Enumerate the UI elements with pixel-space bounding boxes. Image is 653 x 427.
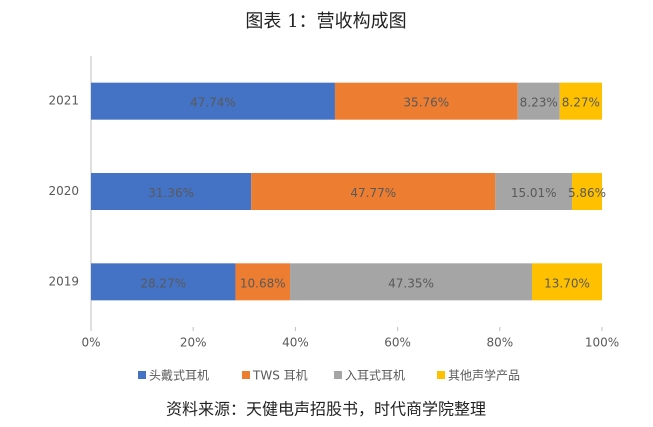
legend-swatch <box>242 371 250 379</box>
data-label: 8.27% <box>562 96 600 110</box>
data-label: 35.76% <box>403 96 449 110</box>
data-label: 47.35% <box>388 276 434 290</box>
legend-swatch <box>138 371 146 379</box>
bar-segment <box>251 173 496 210</box>
bar-segment <box>91 263 236 301</box>
data-label: 47.77% <box>350 186 396 200</box>
data-label: 5.86% <box>568 186 606 200</box>
legend-label: 其他声学产品 <box>448 368 520 383</box>
bar-segment <box>235 263 291 301</box>
legend-label: TWS 耳机 <box>252 369 308 383</box>
legend-label: 头戴式耳机 <box>149 368 209 383</box>
y-tick-label: 2020 <box>48 184 79 198</box>
bar-segment <box>572 173 602 210</box>
bar-segment <box>91 82 335 120</box>
y-tick-label: 2021 <box>48 94 79 108</box>
legend-swatch <box>334 371 342 379</box>
chart-title: 图表 1：营收构成图 <box>245 11 406 32</box>
x-tick-label: 80% <box>486 336 513 350</box>
bar-segment <box>495 173 573 210</box>
x-tick-label: 60% <box>384 336 411 350</box>
data-label: 47.74% <box>190 96 236 110</box>
data-label: 28.27% <box>140 276 186 290</box>
data-label: 10.68% <box>240 276 286 290</box>
legend-swatch <box>437 371 445 379</box>
legend-label: 入耳式耳机 <box>345 369 405 383</box>
bar-segment <box>334 82 518 120</box>
data-label: 31.36% <box>148 186 194 200</box>
x-tick-label: 100% <box>585 336 619 350</box>
data-label: 13.70% <box>544 276 590 290</box>
source-note: 资料来源：天健电声招股书，时代商学院整理 <box>166 400 486 419</box>
bar-segment <box>517 82 560 120</box>
x-tick-label: 40% <box>282 336 309 350</box>
bar-segment <box>531 263 602 301</box>
bar-segment <box>559 82 602 120</box>
y-tick-label: 2019 <box>48 274 79 288</box>
data-label: 15.01% <box>511 186 557 200</box>
data-label: 8.23% <box>520 96 558 110</box>
x-tick-label: 0% <box>81 336 100 350</box>
bar-segment <box>91 173 252 210</box>
bar-segment <box>290 263 532 301</box>
x-tick-label: 20% <box>180 336 207 350</box>
